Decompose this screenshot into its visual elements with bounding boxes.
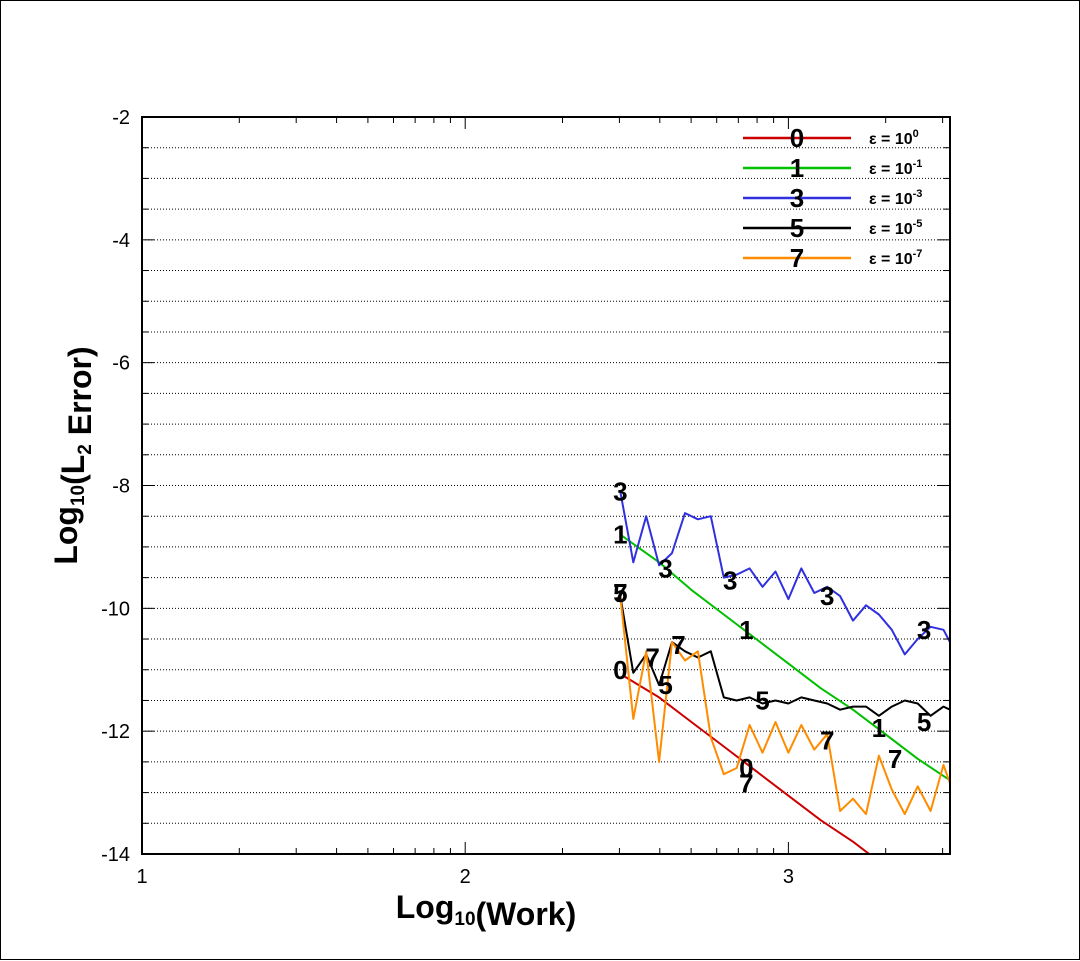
series-marker-7: 7 xyxy=(613,578,627,608)
series-marker-0: 0 xyxy=(739,753,753,783)
series-line-7 xyxy=(619,595,950,816)
y-tick-label: -10 xyxy=(101,598,130,620)
y-tick-label: -14 xyxy=(101,844,130,866)
series-marker-3: 3 xyxy=(820,581,834,611)
y-tick-label: -4 xyxy=(112,230,130,252)
y-tick-label: -2 xyxy=(112,107,130,129)
series-marker-7: 7 xyxy=(671,630,685,660)
series-marker-3: 3 xyxy=(723,566,737,596)
legend-symbol-0: 0 xyxy=(790,123,804,153)
legend-label-1: ε = 10-1 xyxy=(869,158,922,178)
grid-lines xyxy=(142,147,950,824)
series-line-5 xyxy=(619,595,950,717)
x-tick-label: 2 xyxy=(460,866,471,888)
legend-symbol-7: 7 xyxy=(790,243,804,273)
series-line-1 xyxy=(619,533,950,782)
series-marker-3: 3 xyxy=(917,615,931,645)
series-marker-7: 7 xyxy=(888,744,902,774)
legend: 0 ε = 100 1 ε = 10-1 3 ε = 10-3 5 ε = 10-5 7 ε = … xyxy=(743,123,922,273)
series-lines xyxy=(619,491,950,854)
x-tick-label: 3 xyxy=(783,866,794,888)
series-marker-7: 7 xyxy=(739,768,753,798)
series-marker-3: 3 xyxy=(613,477,627,507)
series-marker-7: 7 xyxy=(820,725,834,755)
series-marker-0: 0 xyxy=(613,655,627,685)
legend-label-5: ε = 10-5 xyxy=(869,218,922,238)
y-tick-label: -8 xyxy=(112,476,130,498)
y-tick-label: -6 xyxy=(112,353,130,375)
series-marker-5: 5 xyxy=(755,685,769,715)
y-tick-label: -12 xyxy=(101,721,130,743)
series-marker-7: 7 xyxy=(645,642,659,672)
series-marker-3: 3 xyxy=(658,553,672,583)
legend-symbol-5: 5 xyxy=(790,213,804,243)
legend-label-7: ε = 10-7 xyxy=(869,248,922,268)
y-axis-title: Log10(L2 Error) xyxy=(48,346,98,564)
series-marker-1: 1 xyxy=(739,615,753,645)
series-marker-5: 5 xyxy=(658,670,672,700)
legend-label-0: ε = 100 xyxy=(869,128,919,148)
series-line-3 xyxy=(619,491,950,656)
series-marker-1: 1 xyxy=(872,713,886,743)
x-axis-title: Log10(Work) xyxy=(396,889,577,932)
series-marker-1: 1 xyxy=(613,520,627,550)
series-line-0 xyxy=(623,675,870,854)
series-marker-5: 5 xyxy=(613,578,627,608)
x-tick-label: 1 xyxy=(136,866,147,888)
axis-ticks: -2 -4 -6 -8 -10 -12 -14 1 2 3 xyxy=(101,107,950,888)
legend-symbol-3: 3 xyxy=(790,183,804,213)
legend-label-3: ε = 10-3 xyxy=(869,188,922,208)
series-marker-5: 5 xyxy=(917,707,931,737)
legend-symbol-1: 1 xyxy=(790,153,804,183)
